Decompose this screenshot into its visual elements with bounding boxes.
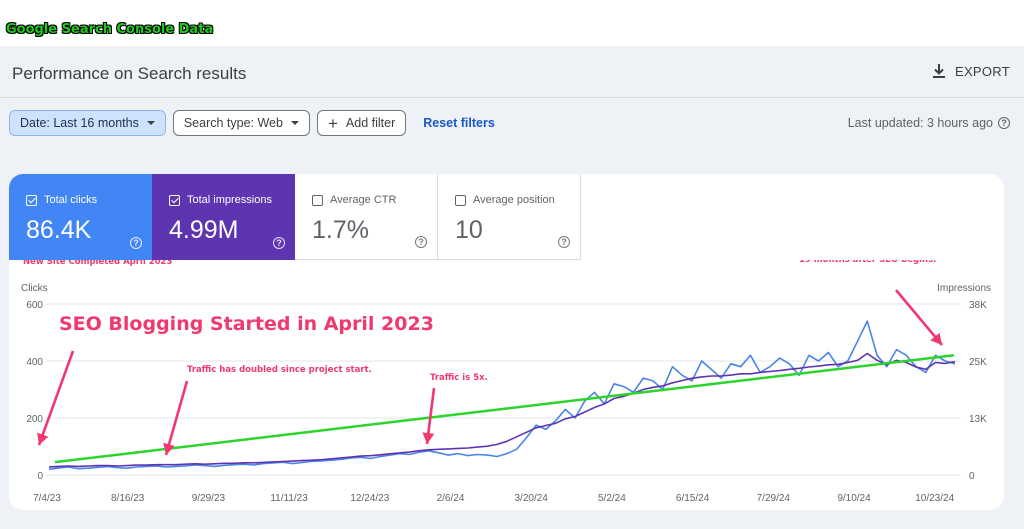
metric-total-clicks[interactable]: Total clicks 86.4K ?: [9, 174, 152, 260]
page-title: Performance on Search results: [12, 64, 247, 83]
caret-down-icon: [146, 121, 155, 125]
arrow-doubled-head: [163, 442, 175, 455]
arrow-twenty-five-shaft: [895, 289, 943, 346]
export-button[interactable]: EXPORT: [932, 63, 1010, 79]
metric-total-impressions[interactable]: Total impressions 4.99M ?: [152, 174, 295, 260]
metric-value: 86.4K: [26, 216, 92, 244]
x-tick-label: 6/15/24: [676, 493, 710, 504]
help-icon[interactable]: ?: [273, 237, 285, 249]
metric-value: 10: [455, 216, 483, 244]
right-axis-label: Impressions: [937, 283, 991, 294]
arrow-doubled-shaft: [164, 380, 189, 456]
help-icon[interactable]: ?: [558, 236, 570, 248]
impressions-series-line: [48, 352, 956, 468]
x-tick-label: 12/24/23: [350, 493, 389, 504]
date-filter-chip[interactable]: Date: Last 16 months: [9, 110, 166, 136]
search-console-panel: Performance on Search results EXPORT Dat…: [0, 46, 1024, 529]
x-tick-label: 2/6/24: [437, 493, 465, 504]
checkbox-icon[interactable]: [26, 194, 37, 206]
x-tick-label: 8/16/23: [111, 493, 145, 504]
export-label: EXPORT: [954, 63, 1010, 79]
x-tick-label: 5/2/24: [598, 493, 626, 504]
annotation-five-x: Traffic is 5x.: [430, 373, 488, 383]
x-tick-label: 10/23/24: [915, 493, 954, 504]
annotation-site-completed: New Site Completed April 2023: [23, 260, 172, 267]
metric-value: 1.7%: [312, 216, 369, 244]
annotation-headline: SEO Blogging Started in April 2023: [59, 313, 434, 335]
left-tick-label: 0: [37, 471, 43, 482]
filter-bar: Date: Last 16 months Search type: Web + …: [9, 110, 495, 136]
x-tick-label: 7/4/23: [33, 493, 61, 504]
right-tick-label: 25K: [969, 357, 987, 368]
right-tick-label: 0: [969, 471, 975, 482]
plus-icon: +: [327, 113, 338, 133]
search-type-chip[interactable]: Search type: Web: [172, 110, 310, 136]
metric-label: Total impressions: [187, 194, 272, 206]
checkbox-icon[interactable]: [312, 194, 323, 206]
caret-down-icon: [290, 121, 299, 125]
left-tick-label: 400: [26, 357, 43, 368]
left-tick-label: 200: [26, 414, 43, 425]
download-icon: [932, 64, 945, 78]
annotation-twenty-five-line2: 19 months after SEO begins.: [799, 260, 936, 265]
x-tick-label: 9/29/23: [192, 493, 226, 504]
left-tick-label: 600: [26, 300, 43, 311]
metric-label: Average CTR: [330, 194, 397, 206]
clicks-series-line: [48, 320, 956, 471]
right-tick-label: 13K: [969, 414, 987, 425]
arrow-five-x-head: [422, 432, 435, 444]
add-filter-label: Add filter: [345, 116, 396, 130]
metric-value: 4.99M: [169, 216, 239, 244]
overlay-label: Google Search Console Data: [6, 22, 214, 37]
checkbox-icon[interactable]: [455, 194, 466, 206]
x-tick-label: 9/10/24: [837, 493, 871, 504]
date-filter-label: Date: Last 16 months: [20, 116, 139, 130]
metric-label: Average position: [473, 194, 555, 206]
checkbox-icon[interactable]: [169, 194, 180, 206]
performance-chart: 600 38K 400 25K 200 13K 0 0 Clicks Impressions 7/4…: [21, 260, 991, 504]
arrow-headline-shaft: [37, 350, 75, 446]
x-tick-label: 11/11/23: [270, 493, 308, 504]
page-header: Performance on Search results EXPORT: [0, 46, 1024, 98]
performance-card: Total clicks 86.4K ? Total impressions 4…: [9, 174, 1004, 510]
last-updated-text: Last updated: 3 hours ago: [847, 116, 993, 130]
metric-label: Total clicks: [44, 194, 98, 206]
help-icon[interactable]: ?: [130, 237, 142, 249]
x-tick-label: 3/20/24: [515, 493, 549, 504]
add-filter-button[interactable]: + Add filter: [316, 110, 407, 136]
last-updated: Last updated: 3 hours ago ?: [848, 116, 1010, 130]
arrow-twenty-five-head: [930, 332, 942, 345]
search-type-label: Search type: Web: [183, 116, 283, 130]
right-tick-label: 38K: [969, 300, 987, 311]
trend-line: [54, 354, 955, 464]
top-band: Google Search Console Data: [0, 0, 1024, 46]
help-icon[interactable]: ?: [998, 117, 1010, 129]
annotation-doubled: Traffic has doubled since project start.: [187, 365, 372, 375]
x-tick-label: 7/29/24: [757, 493, 791, 504]
metric-average-position[interactable]: Average position 10 ?: [438, 174, 581, 260]
reset-filters-link[interactable]: Reset filters: [423, 116, 495, 130]
left-axis-label: Clicks: [21, 283, 48, 294]
arrow-headline-head: [37, 432, 49, 445]
metric-average-ctr[interactable]: Average CTR 1.7% ?: [295, 174, 438, 260]
help-icon[interactable]: ?: [415, 236, 427, 248]
